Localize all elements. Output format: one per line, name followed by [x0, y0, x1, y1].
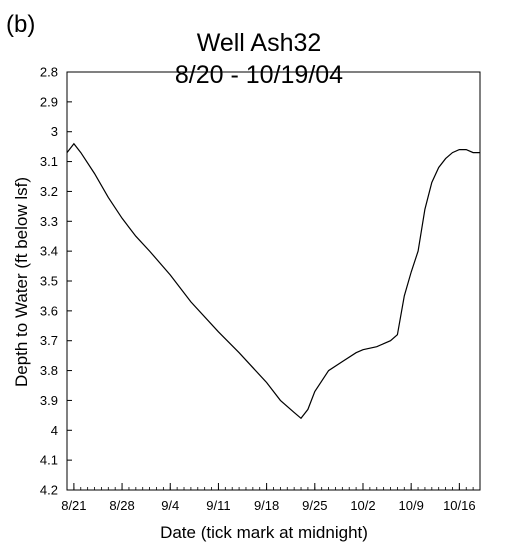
y-tick-label: 3.6 [40, 303, 58, 318]
series-line [66, 142, 480, 420]
y-tick-label: 3.5 [40, 274, 58, 289]
y-tick-label: 3.9 [40, 393, 58, 408]
x-tick-label: 9/18 [254, 498, 279, 513]
x-tick-label: 8/28 [109, 498, 134, 513]
y-tick-label: 2.9 [40, 94, 58, 109]
y-axis-ticks: 2.8 2.9 3 3.1 3.2 3.3 3.4 3.5 3.6 3.7 3.8 3.9 4 4.1 4.… [40, 65, 72, 498]
x-tick-label: 10/16 [443, 498, 476, 513]
y-tick-label: 3.8 [40, 363, 58, 378]
y-tick-label: 3.1 [40, 154, 58, 169]
chart-subtitle: 8/20 - 10/19/04 [175, 61, 343, 89]
plot-frame [66, 71, 481, 491]
chart-title: Well Ash32 [197, 29, 322, 57]
x-tick-label: 9/4 [161, 498, 179, 513]
y-tick-label: 4.1 [40, 453, 58, 468]
x-tick-label: 10/2 [350, 498, 375, 513]
y-tick-label: 3.7 [40, 333, 58, 348]
y-tick-label: 3 [51, 124, 58, 139]
x-tick-label: 9/11 [206, 498, 230, 513]
x-tick-label: 9/25 [302, 498, 327, 513]
x-tick-label: 10/9 [399, 498, 424, 513]
x-axis-label: Date (tick mark at midnight) [160, 523, 368, 542]
y-axis-label: Depth to Water (ft below lsf) [12, 177, 31, 387]
panel-label: (b) [6, 11, 35, 38]
y-tick-label: 4.2 [40, 483, 58, 498]
x-tick-label: 8/21 [61, 498, 86, 513]
y-tick-label: 3.2 [40, 184, 58, 199]
x-axis-ticks: 8/21 8/28 9/4 9/11 9/18 9/25 10/2 10/9 10/16 [61, 483, 481, 513]
y-tick-label: 2.8 [40, 65, 58, 80]
y-tick-label: 3.3 [40, 214, 58, 229]
y-tick-label: 4 [51, 423, 58, 438]
y-tick-label: 3.4 [40, 244, 58, 259]
